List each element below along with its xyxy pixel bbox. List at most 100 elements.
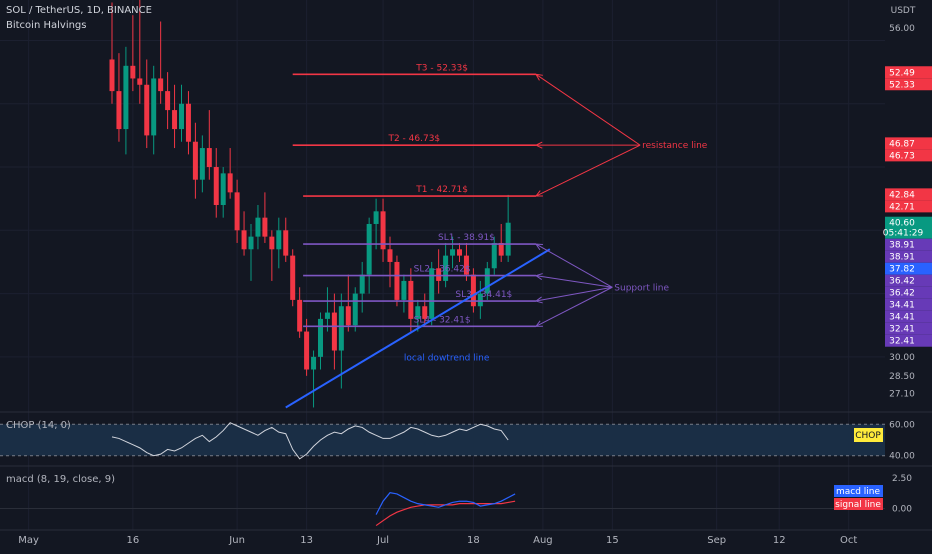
price-tag-label: 42.71	[889, 202, 915, 212]
callout-arrow	[535, 243, 613, 288]
price-tag-label: 32.41	[889, 337, 915, 347]
symbol-title: SOL / TetherUS, 1D, BINANCE	[6, 5, 152, 16]
macd-legend-tag	[834, 498, 883, 510]
candles	[109, 0, 511, 408]
price-tag	[885, 200, 932, 213]
price-tag	[885, 322, 932, 335]
price-tick-label: 56.00	[889, 24, 915, 34]
candle-body	[359, 274, 365, 294]
callout: resistance line	[534, 73, 708, 197]
macd-legend-tag	[834, 485, 883, 497]
macd-title: macd (8, 19, close, 9)	[6, 474, 115, 485]
candle-body	[373, 211, 379, 224]
candle-body	[477, 293, 483, 307]
macd-legend-label: macd line	[836, 487, 881, 497]
candle-body	[498, 242, 504, 256]
candle-body	[318, 318, 323, 357]
price-tag-label: 46.87	[889, 139, 915, 149]
price-tick-label: 28.50	[889, 372, 915, 382]
candle-body	[144, 84, 150, 136]
candle-body	[297, 299, 303, 332]
candle-body	[213, 167, 219, 205]
chop-line	[111, 422, 509, 460]
level-line-label: SL2 - 36.42$	[414, 265, 471, 275]
candle-body	[387, 249, 393, 262]
candle-body	[394, 261, 400, 300]
candle-body	[436, 268, 442, 281]
callout-arrowhead	[534, 296, 543, 304]
candle-body	[185, 103, 191, 142]
price-tag	[885, 298, 932, 311]
price-tick-label: 27.10	[889, 390, 915, 400]
candle-body	[457, 249, 462, 256]
callout-label: Support line	[614, 283, 669, 293]
candle-body	[199, 148, 205, 180]
macd-pane: macd (8, 19, close, 9) 2.50 0.00 macd line s…	[0, 474, 912, 527]
price-tag	[885, 149, 932, 162]
callout-arrowhead	[534, 141, 543, 149]
candle-body	[165, 91, 171, 111]
time-tick-label: 16	[126, 535, 139, 546]
price-tag-label: 46.73	[889, 151, 915, 161]
macd-line	[375, 492, 516, 515]
price-tag-label: 34.41	[889, 313, 915, 323]
price-tick-label: 30.00	[889, 353, 915, 363]
level-line-label: T2 - 46.73$	[387, 134, 440, 144]
candle-body	[206, 148, 212, 168]
callout-arrowhead	[534, 320, 543, 327]
price-tag-label: 32.41	[889, 325, 915, 335]
callout-arrowhead	[534, 73, 543, 81]
callout-arrow	[535, 73, 641, 146]
candle-body	[130, 65, 136, 79]
level-line-label: SL1 - 38.91$	[438, 233, 495, 243]
candle-body	[123, 65, 129, 130]
macd-tick-label: 0.00	[892, 505, 912, 515]
price-tag	[885, 310, 932, 323]
candle-body	[311, 356, 317, 370]
candle-body	[338, 306, 344, 351]
price-tag	[885, 238, 932, 251]
time-tick-label: Jun	[228, 535, 245, 546]
price-tag-label: 38.91	[889, 253, 915, 263]
macd-legend-label: signal line	[835, 500, 881, 510]
candle-body	[463, 255, 469, 275]
callout-label: resistance line	[642, 141, 708, 151]
candle-body	[255, 217, 261, 237]
macd-tick-label: 2.50	[892, 474, 912, 484]
trendline-label: local dowtrend line	[404, 354, 490, 364]
time-tick-label: 18	[467, 535, 480, 546]
time-tick-label: Jul	[376, 535, 389, 546]
candle-body	[269, 236, 275, 250]
currency-label: USDT	[891, 6, 916, 16]
candle-body	[352, 293, 358, 326]
candle-body	[450, 249, 456, 256]
price-tag-label: 36.42	[889, 277, 915, 287]
time-tick-label: Sep	[707, 535, 726, 546]
callout-arrowhead	[534, 273, 543, 280]
candle-body	[345, 306, 351, 326]
price-tag	[885, 66, 932, 79]
candle-body	[283, 230, 289, 256]
price-tag	[885, 216, 932, 239]
price-tag-label: 37.82	[889, 265, 915, 275]
candle-body	[422, 306, 428, 319]
candle-body	[443, 255, 449, 281]
price-axis: USDT 56.00 30.00 28.50 27.10 52.49 52.33 46.87 4…	[883, 6, 932, 400]
candle-body	[151, 78, 157, 136]
candle-body	[192, 141, 198, 180]
candle-body	[331, 312, 337, 351]
candle-body	[324, 312, 330, 319]
candle-body	[262, 217, 268, 237]
callout-arrow	[535, 144, 641, 197]
callout-arrow	[535, 286, 613, 327]
callout-arrowhead	[534, 243, 543, 251]
level-line-label: T1 - 42.71$	[415, 185, 468, 195]
time-tick-label: 12	[773, 535, 786, 546]
chop-tag-label: CHOP	[855, 431, 881, 441]
trendline	[285, 248, 551, 409]
chop-tick-label: 40.00	[889, 452, 915, 462]
price-tag-label: 52.33	[889, 80, 915, 90]
chop-pane: CHOP (14, 0) 60.00 40.00 CHOP	[0, 420, 915, 462]
